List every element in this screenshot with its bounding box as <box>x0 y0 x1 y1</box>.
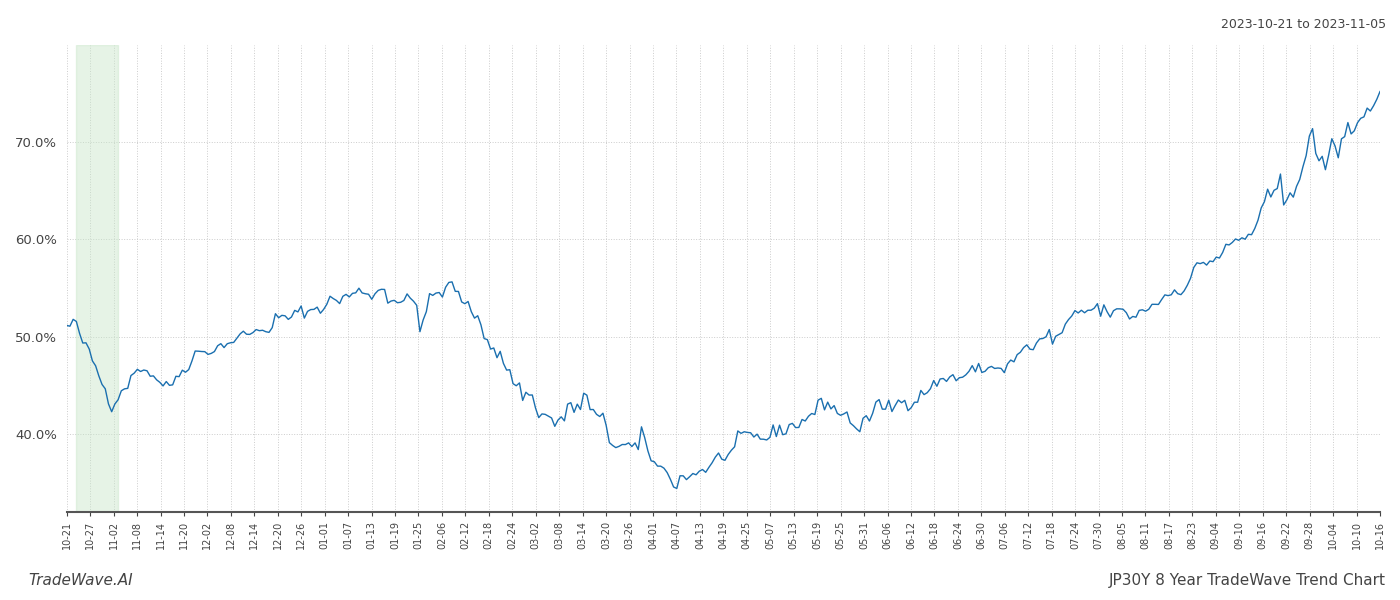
Text: TradeWave.AI: TradeWave.AI <box>28 573 133 588</box>
Bar <box>77 45 118 512</box>
Text: 2023-10-21 to 2023-11-05: 2023-10-21 to 2023-11-05 <box>1221 18 1386 31</box>
Text: JP30Y 8 Year TradeWave Trend Chart: JP30Y 8 Year TradeWave Trend Chart <box>1109 573 1386 588</box>
